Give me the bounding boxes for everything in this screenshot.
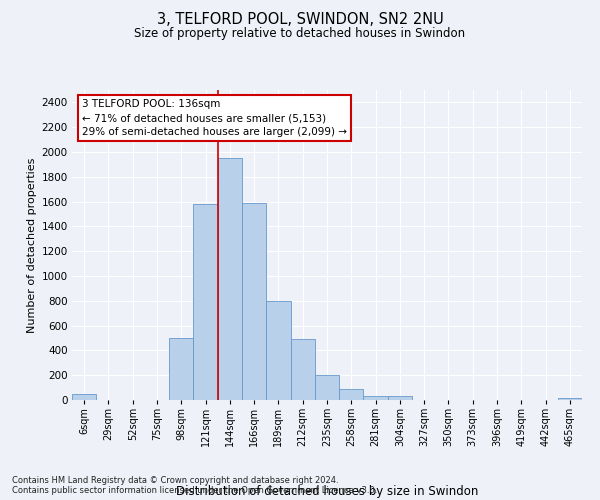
Bar <box>266 301 290 400</box>
X-axis label: Distribution of detached houses by size in Swindon: Distribution of detached houses by size … <box>176 485 478 498</box>
Y-axis label: Number of detached properties: Number of detached properties <box>28 158 37 332</box>
Text: 3, TELFORD POOL, SWINDON, SN2 2NU: 3, TELFORD POOL, SWINDON, SN2 2NU <box>157 12 443 28</box>
Bar <box>315 375 339 400</box>
Bar <box>218 158 242 400</box>
Bar <box>339 390 364 400</box>
Text: Size of property relative to detached houses in Swindon: Size of property relative to detached ho… <box>134 28 466 40</box>
Bar <box>169 338 193 400</box>
Bar <box>72 394 96 400</box>
Bar <box>388 396 412 400</box>
Bar <box>242 203 266 400</box>
Bar <box>290 339 315 400</box>
Bar <box>193 204 218 400</box>
Bar <box>558 398 582 400</box>
Text: Contains HM Land Registry data © Crown copyright and database right 2024.: Contains HM Land Registry data © Crown c… <box>12 476 338 485</box>
Text: 3 TELFORD POOL: 136sqm
← 71% of detached houses are smaller (5,153)
29% of semi-: 3 TELFORD POOL: 136sqm ← 71% of detached… <box>82 100 347 138</box>
Bar <box>364 396 388 400</box>
Text: Contains public sector information licensed under the Open Government Licence v3: Contains public sector information licen… <box>12 486 377 495</box>
